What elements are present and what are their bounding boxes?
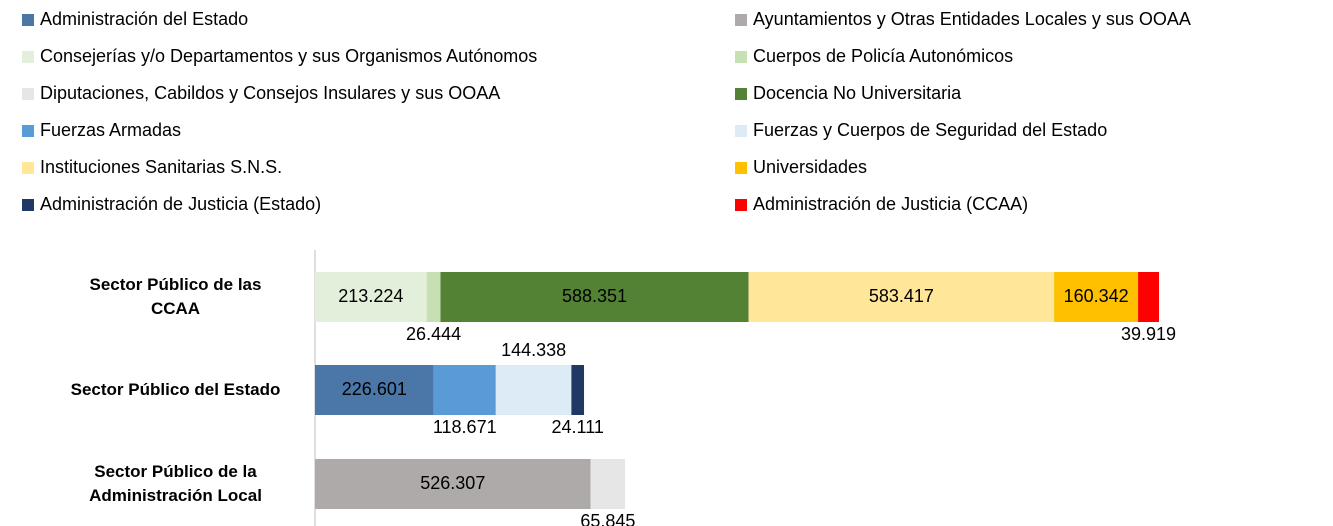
data-label: 26.444 xyxy=(406,324,461,344)
legend-label: Instituciones Sanitarias S.N.S. xyxy=(40,157,282,177)
bar-segment xyxy=(315,365,434,415)
data-label: 39.919 xyxy=(1121,324,1176,344)
legend-label: Fuerzas Armadas xyxy=(40,120,181,140)
data-label: 526.307 xyxy=(420,473,485,493)
legend-swatch xyxy=(22,51,34,63)
legend-label: Cuerpos de Policía Autonómicos xyxy=(753,46,1013,66)
data-label: 213.224 xyxy=(338,286,403,306)
legend-swatch xyxy=(22,125,34,137)
bar-segment xyxy=(1138,272,1159,322)
legend-label: Consejerías y/o Departamentos y sus Orga… xyxy=(40,46,537,66)
legend-swatch xyxy=(735,88,747,100)
bar-segment xyxy=(426,272,441,322)
data-label: 144.338 xyxy=(501,340,566,360)
category-label: Sector Público de la Administración Loca… xyxy=(89,462,262,505)
bar-segment xyxy=(315,272,427,322)
legend-swatch xyxy=(735,125,747,137)
bar-segment xyxy=(440,272,749,322)
legend-swatch xyxy=(22,88,34,100)
legend-swatch xyxy=(735,51,747,63)
bar-segment xyxy=(495,365,572,415)
legend-label: Diputaciones, Cabildos y Consejos Insula… xyxy=(40,83,500,103)
category-label: Sector Público de las CCAA xyxy=(89,275,262,318)
legend-swatch xyxy=(735,199,747,211)
legend-label: Universidades xyxy=(753,157,867,177)
legend-swatch xyxy=(22,14,34,26)
category-label: Sector Público del Estado xyxy=(70,380,281,399)
legend-swatch xyxy=(22,199,34,211)
data-label: 588.351 xyxy=(562,286,627,306)
legend-label: Administración de Justicia (CCAA) xyxy=(753,194,1028,214)
legend-label: Administración del Estado xyxy=(40,9,248,29)
bar-segment xyxy=(433,365,496,415)
data-label: 118.671 xyxy=(433,417,497,437)
data-label: 160.342 xyxy=(1064,286,1129,306)
bar-segment xyxy=(315,459,591,509)
data-label: 24.111 xyxy=(552,417,604,437)
bar-segment xyxy=(590,459,626,509)
data-label: 226.601 xyxy=(342,379,407,399)
legend-label: Administración de Justicia (Estado) xyxy=(40,194,321,214)
bar-segment xyxy=(1054,272,1139,322)
bar-segment xyxy=(748,272,1055,322)
data-label: 65.845 xyxy=(580,511,635,526)
legend-swatch xyxy=(735,14,747,26)
legend-swatch xyxy=(22,162,34,174)
bar-segment xyxy=(571,365,585,415)
legend-label: Fuerzas y Cuerpos de Seguridad del Estad… xyxy=(753,120,1107,140)
legend-label: Ayuntamientos y Otras Entidades Locales … xyxy=(753,9,1191,29)
legend-label: Docencia No Universitaria xyxy=(753,83,962,103)
legend-swatch xyxy=(735,162,747,174)
data-label: 583.417 xyxy=(869,286,934,306)
